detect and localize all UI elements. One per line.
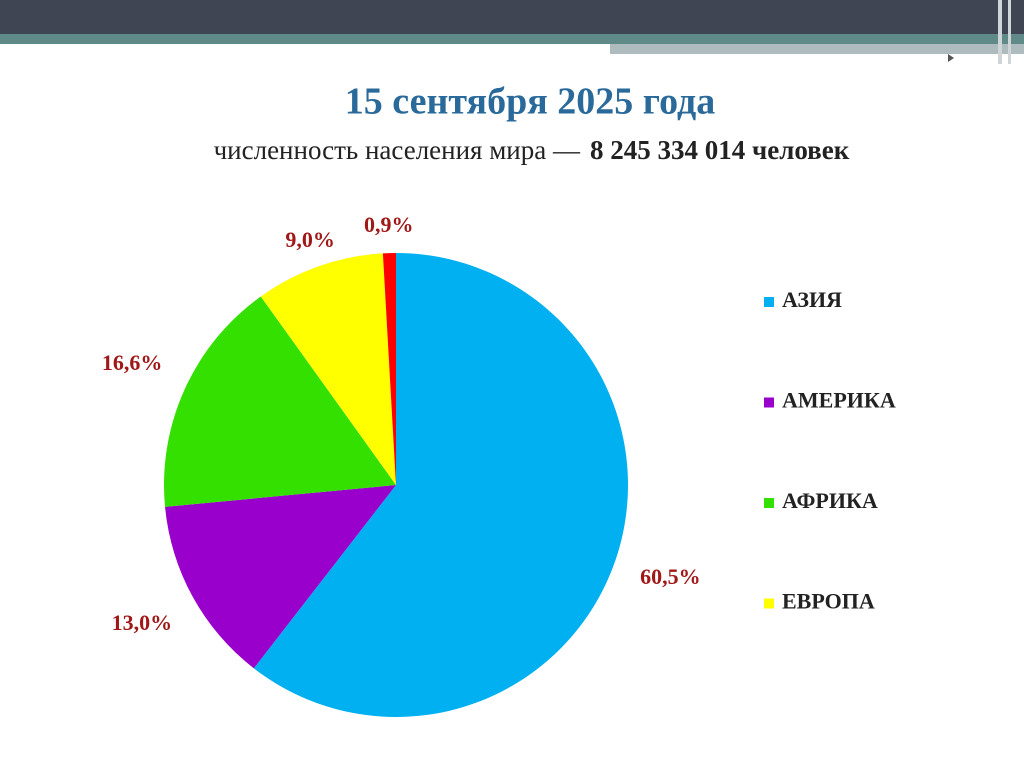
accent-band	[610, 44, 1024, 54]
pie: 60,5% 13,0% 16,6% 9,0% 0,9%	[102, 212, 701, 717]
bullet-mark	[948, 54, 954, 62]
top-bar	[0, 0, 1024, 34]
legend-swatch	[764, 397, 774, 408]
data-label: 16,6%	[102, 350, 163, 375]
accent-line	[1008, 0, 1011, 64]
data-label: 13,0%	[112, 610, 173, 635]
pie-slice	[260, 253, 396, 485]
data-label: 0,9%	[364, 212, 414, 237]
data-label: 9,0%	[285, 227, 335, 252]
data-label: 60,5%	[640, 564, 701, 589]
chart-subtitle: численность населения мира —	[214, 135, 581, 165]
pie-slice	[253, 253, 629, 717]
legend: АЗИЯ АМЕРИКА АФРИКА ЕВРОПА	[764, 287, 896, 614]
legend-label: ЕВРОПА	[782, 589, 875, 614]
legend-label: АФРИКА	[782, 488, 878, 513]
pie-slice	[382, 253, 396, 485]
legend-label: АЗИЯ	[782, 287, 842, 312]
pie-slice	[165, 485, 396, 669]
legend-swatch	[764, 297, 774, 307]
accent-line	[998, 0, 1002, 64]
legend-swatch	[764, 598, 774, 609]
pie-slice	[164, 296, 396, 507]
legend-label: АМЕРИКА	[782, 388, 896, 413]
legend-swatch	[764, 498, 774, 508]
chart-subtitle-bold: 8 245 334 014 человек	[590, 135, 850, 165]
accent-band	[0, 34, 1024, 44]
chart-title: 15 сентября 2025 года	[345, 81, 715, 123]
